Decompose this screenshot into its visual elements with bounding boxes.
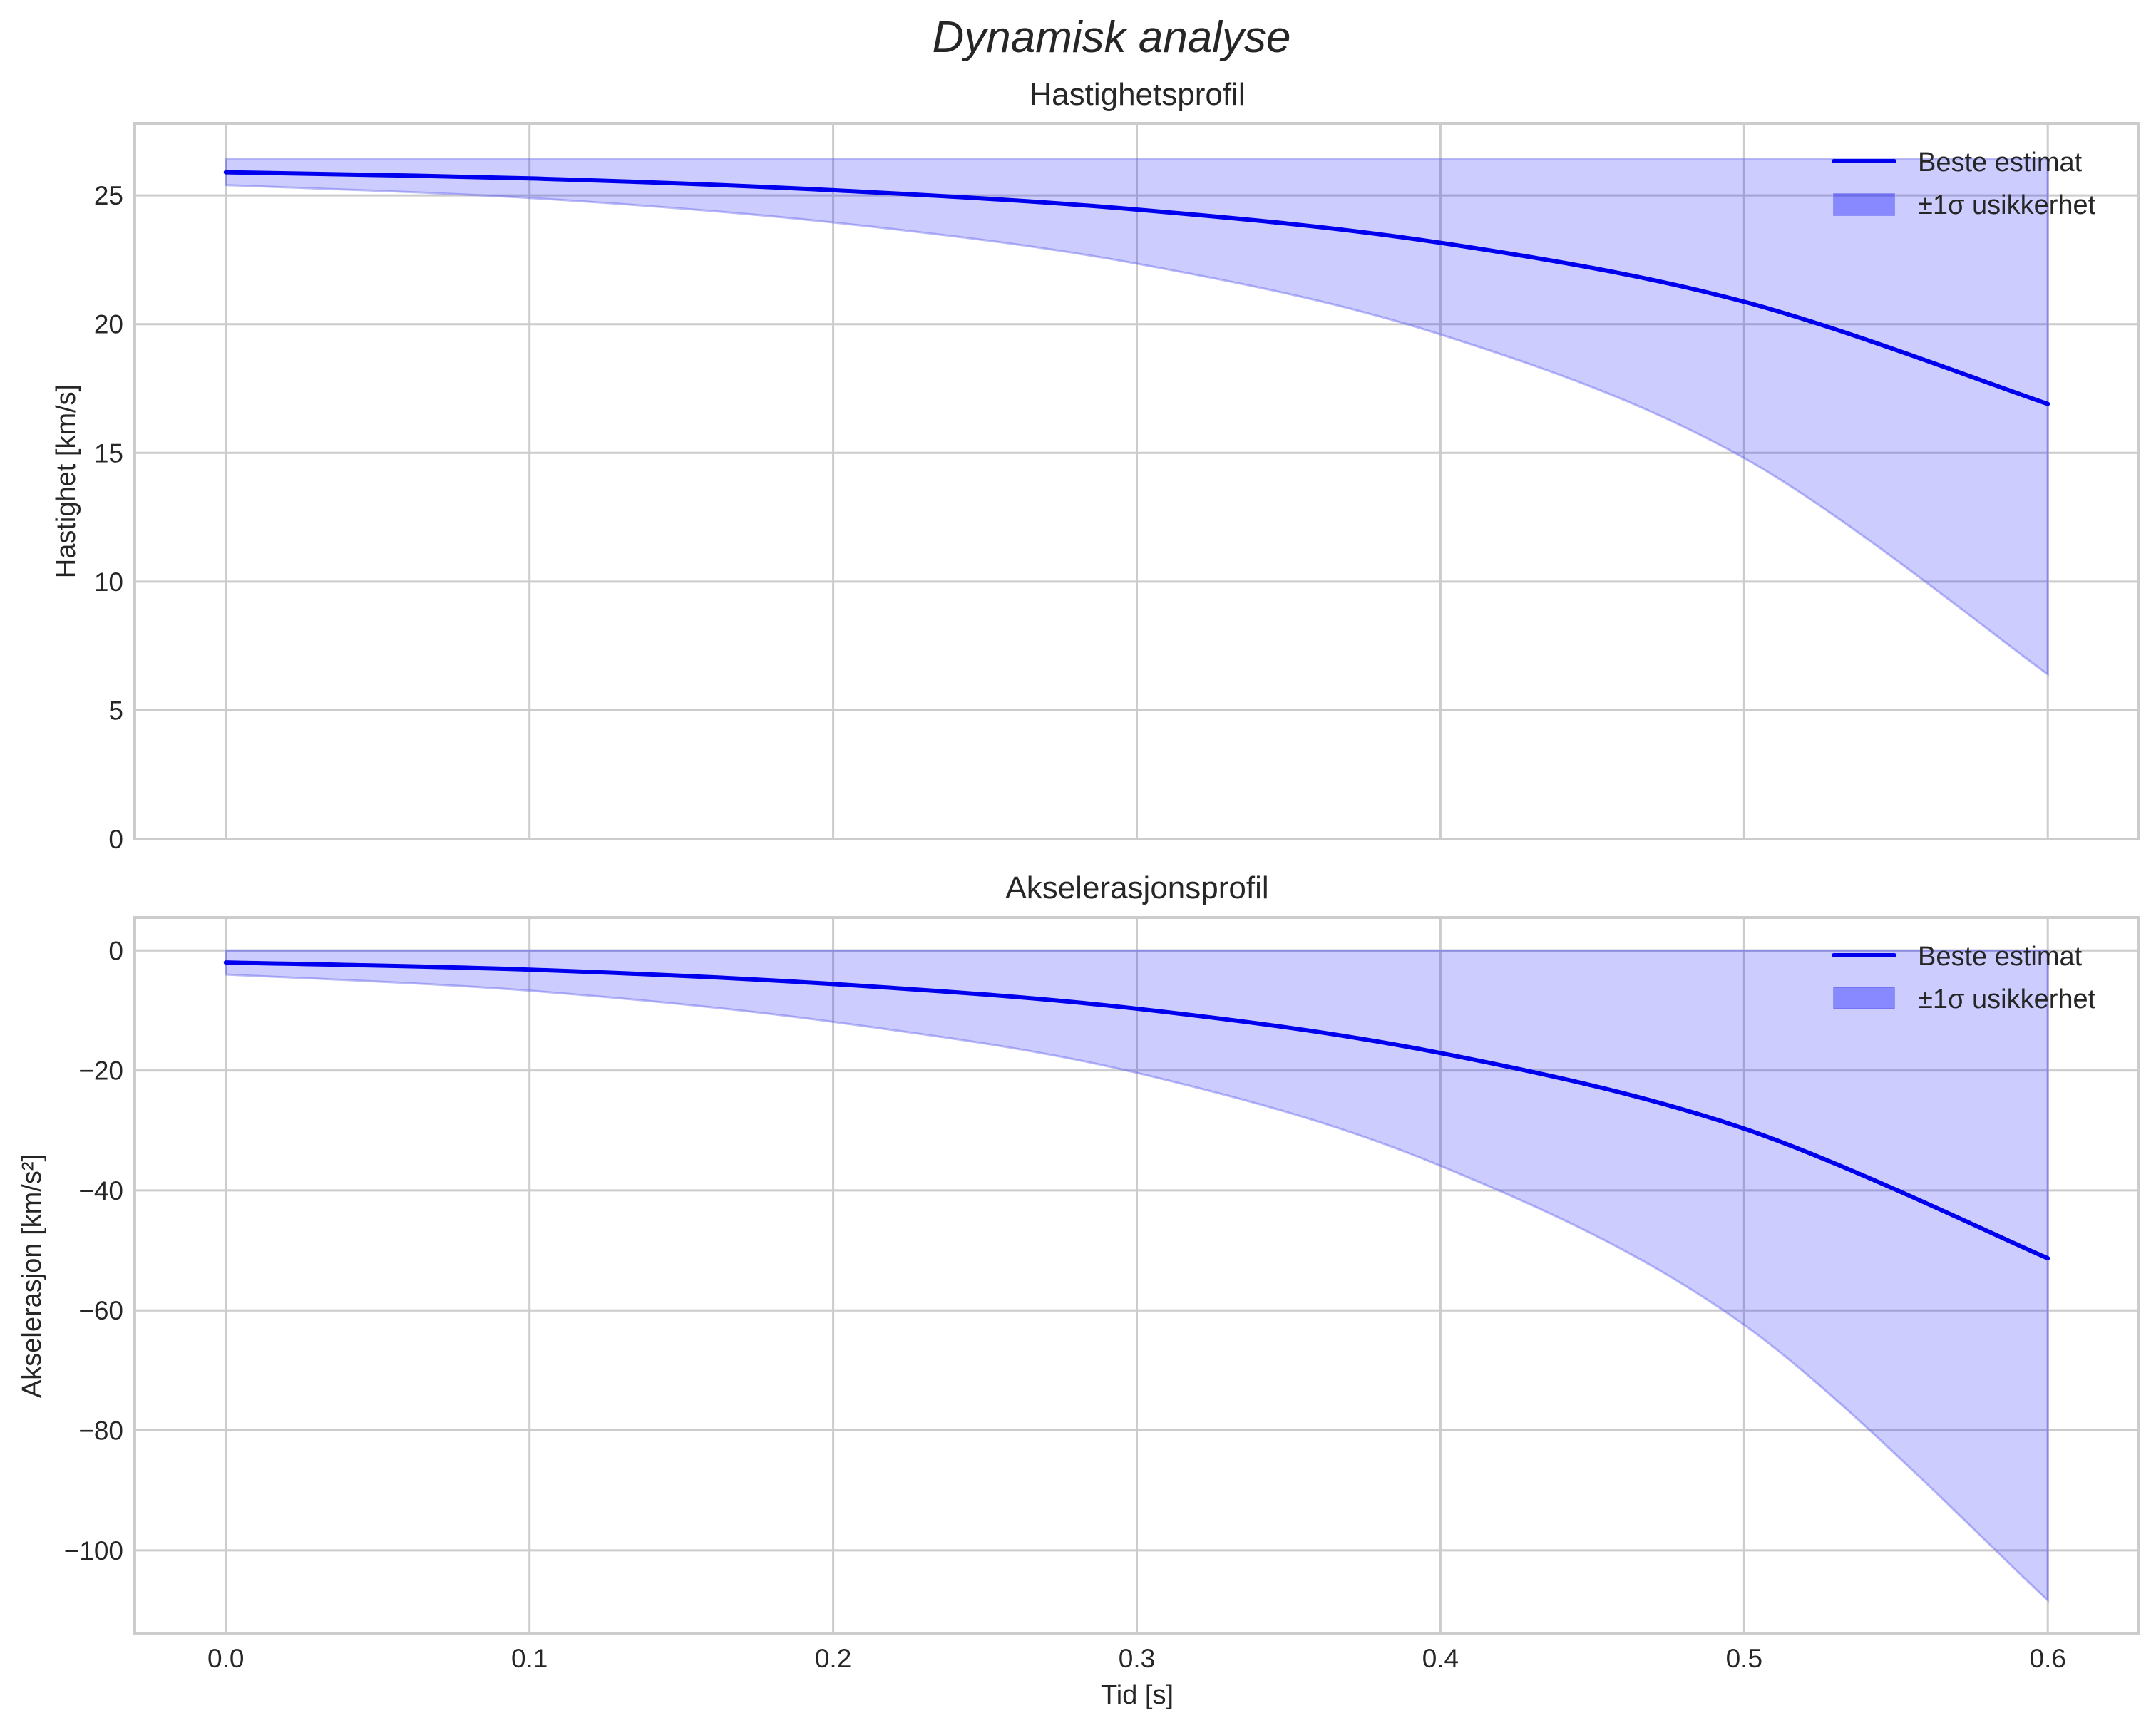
x-axis-label: Tid [s] (1101, 1680, 1174, 1710)
best-estimate-curve (223, 170, 2050, 406)
y-tick-label: −20 (78, 1056, 123, 1086)
acceleration-y-ticks: 0 −20 −40 −60 −80 −100 (64, 936, 123, 1565)
y-tick-label: 25 (94, 181, 123, 210)
best-estimate-curve (223, 960, 2050, 1261)
velocity-uncertainty-band (225, 158, 2049, 677)
acceleration-grid (135, 917, 2139, 1633)
velocity-y-axis-label: Hastighet [km/s] (51, 384, 81, 578)
y-tick-label: −100 (64, 1536, 123, 1565)
legend-line-label: Beste estimat (1918, 148, 2083, 178)
axes-spines (133, 122, 2140, 840)
figure-title: Dynamisk analyse (932, 13, 1290, 62)
uncertainty-band-area (225, 158, 2049, 677)
y-tick-label: −80 (78, 1416, 123, 1446)
x-tick-label: 0.4 (1422, 1644, 1459, 1673)
velocity-axes-frame (133, 122, 2140, 840)
y-tick-label: 10 (94, 567, 123, 597)
acceleration-x-ticks: 0.0 0.1 0.2 0.3 0.4 0.5 0.6 (207, 1644, 2066, 1673)
velocity-subplot: Hastighetsprofil 0 5 10 15 20 25 Hastighet [k… (51, 77, 2140, 854)
velocity-best-estimate-line (223, 170, 2050, 406)
velocity-y-ticks: 0 5 10 15 20 25 (94, 181, 123, 854)
acceleration-axes-frame (133, 916, 2140, 1635)
acceleration-subplot: Akselerasjonsprofil 0 −20 −40 −60 −80 −100 0.… (17, 870, 2140, 1673)
velocity-legend: Beste estimat ±1σ usikkerhet (1832, 148, 2096, 220)
y-tick-label: 15 (94, 438, 123, 468)
y-tick-label: 5 (108, 696, 123, 725)
legend-band-label: ±1σ usikkerhet (1918, 190, 2096, 220)
acceleration-legend: Beste estimat ±1σ usikkerhet (1832, 942, 2096, 1014)
x-tick-label: 0.5 (1726, 1644, 1762, 1673)
x-tick-label: 0.0 (207, 1644, 244, 1673)
x-tick-label: 0.3 (1119, 1644, 1155, 1673)
legend-line-label: Beste estimat (1918, 942, 2083, 972)
legend-band-label: ±1σ usikkerhet (1918, 984, 2096, 1014)
acceleration-uncertainty-band (225, 949, 2049, 1603)
x-tick-label: 0.2 (815, 1644, 851, 1673)
legend-band-swatch (1833, 193, 1895, 216)
uncertainty-band-area (225, 949, 2049, 1603)
acceleration-y-axis-label: Akselerasjon [km/s²] (17, 1154, 47, 1398)
acceleration-subplot-title: Akselerasjonsprofil (1005, 870, 1268, 905)
x-tick-label: 0.6 (2030, 1644, 2066, 1673)
y-tick-label: −40 (78, 1176, 123, 1205)
y-tick-label: 20 (94, 310, 123, 339)
velocity-subplot-title: Hastighetsprofil (1029, 77, 1245, 112)
y-tick-label: −60 (78, 1296, 123, 1325)
y-tick-label: 0 (108, 825, 123, 854)
y-tick-label: 0 (108, 936, 123, 965)
axes-spines (133, 916, 2140, 1635)
legend-band-swatch (1833, 987, 1895, 1009)
velocity-grid (135, 123, 2139, 840)
x-tick-label: 0.1 (511, 1644, 548, 1673)
acceleration-best-estimate-line (223, 960, 2050, 1261)
